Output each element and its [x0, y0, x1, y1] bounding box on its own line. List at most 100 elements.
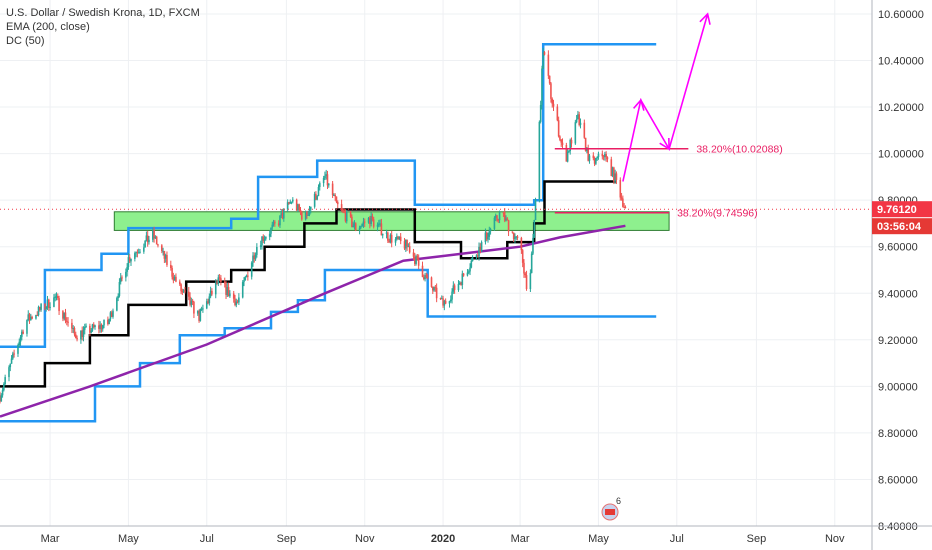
candle-body	[191, 300, 194, 303]
candle-body	[19, 336, 22, 342]
candle-body	[370, 216, 372, 224]
candle-body	[175, 276, 177, 282]
x-tick-label: Nov	[355, 533, 375, 545]
candle-body	[0, 395, 1, 402]
x-tick-label: Nov	[825, 533, 845, 545]
y-tick-label: 10.40000	[878, 56, 924, 68]
candle-body	[298, 204, 301, 211]
candle-body	[623, 206, 625, 208]
candle-body	[182, 290, 185, 292]
candle-body	[559, 136, 561, 140]
candle-body	[157, 244, 159, 246]
candle-body	[190, 300, 193, 305]
candle-body	[99, 324, 101, 329]
candle-body	[17, 345, 19, 354]
candle-body	[39, 306, 41, 310]
candle-body	[238, 297, 240, 303]
donchian-mid-line	[0, 180, 617, 388]
candle-body	[442, 298, 444, 306]
candle-body	[292, 199, 294, 202]
candle-body	[493, 217, 496, 229]
candle-body	[620, 197, 623, 199]
candle-body	[200, 308, 203, 310]
candle-body	[313, 193, 316, 207]
candle-body	[349, 211, 352, 217]
donchian-upper-line	[0, 42, 657, 349]
candle-body	[116, 298, 118, 311]
candle-body	[467, 271, 470, 273]
candle-body	[74, 334, 77, 338]
candle-body	[506, 218, 509, 221]
candle-body	[48, 299, 50, 308]
candle-body	[471, 257, 474, 262]
candle-body	[521, 250, 524, 263]
candle-body	[58, 298, 60, 312]
y-tick-label: 10.20000	[878, 102, 924, 114]
y-tick-label: 9.20000	[878, 335, 918, 347]
candle-body	[360, 226, 362, 228]
candle-body	[586, 148, 588, 152]
countdown-badge	[872, 218, 932, 235]
candle-body	[125, 271, 127, 278]
candle-body	[304, 211, 307, 220]
candle-body	[325, 174, 327, 176]
symbol-title[interactable]: U.S. Dollar / Swedish Krona, 1D, FXCM	[6, 7, 200, 19]
candle-body	[202, 308, 204, 310]
candle-body	[119, 277, 122, 283]
candle-body	[322, 178, 325, 184]
candle-body	[340, 204, 343, 209]
x-tick-label: 2020	[431, 533, 455, 545]
candle-body	[485, 232, 488, 240]
ema-legend[interactable]: EMA (200, close)	[6, 21, 90, 33]
y-tick-label: 9.60000	[878, 242, 918, 254]
donchian-lower-line	[0, 268, 657, 423]
price-axis[interactable]: 10.6000010.4000010.2000010.000009.800009…	[871, 0, 924, 550]
candle-body	[227, 287, 230, 297]
candle-body	[118, 282, 121, 296]
x-tick-label: Mar	[41, 533, 60, 545]
candle-body	[505, 218, 507, 221]
candle-body	[306, 211, 308, 216]
candle-body	[407, 246, 410, 248]
candle-body	[440, 298, 443, 300]
candle-body	[145, 235, 148, 241]
candle-body	[593, 158, 596, 164]
candle-body	[229, 293, 231, 297]
candle-body	[4, 377, 6, 384]
candle-body	[281, 213, 284, 219]
candle-body	[139, 251, 141, 253]
candle-body	[397, 236, 399, 240]
candle-body	[109, 312, 112, 320]
candle-body	[170, 264, 172, 268]
candle-body	[579, 122, 582, 125]
candle-body	[54, 296, 57, 298]
candle-body	[187, 291, 190, 297]
candle-body	[164, 255, 167, 259]
candle-body	[146, 235, 149, 243]
candle-body	[460, 282, 462, 285]
dc-legend[interactable]: DC (50)	[6, 35, 45, 47]
candle-body	[363, 221, 366, 223]
candle-body	[457, 283, 460, 291]
candle-body	[21, 331, 23, 337]
candle-body	[533, 220, 536, 238]
candle-body	[422, 277, 425, 280]
candle-body	[94, 325, 96, 328]
time-axis[interactable]: Mar May Jul Sep Nov 2020 Mar May Jul Sep Nov	[0, 525, 932, 545]
candle-body	[466, 272, 469, 276]
candle-body	[153, 230, 155, 239]
ema-200-line	[0, 224, 626, 418]
candle-body	[161, 245, 163, 251]
candle-body	[611, 167, 614, 176]
candle-body	[245, 275, 248, 278]
candle-body	[209, 290, 212, 297]
candle-body	[10, 358, 13, 364]
candle-body	[336, 202, 339, 205]
donchian-channel	[0, 42, 657, 423]
x-tick-label: Sep	[747, 533, 767, 545]
candle-body	[435, 287, 438, 299]
candle-body	[424, 275, 426, 280]
y-tick-label: 8.40000	[878, 521, 918, 533]
candle-body	[331, 183, 334, 196]
